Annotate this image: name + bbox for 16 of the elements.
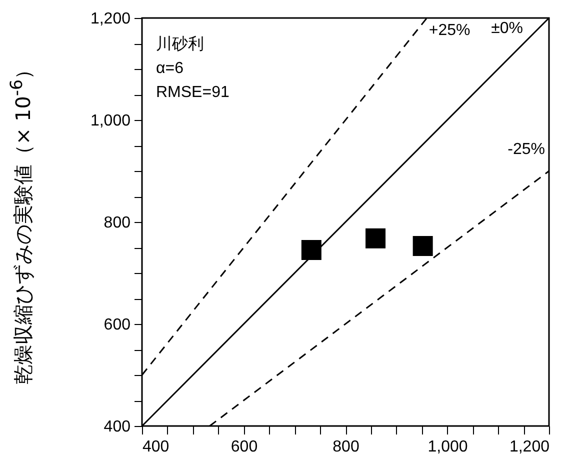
y-tick-label: 600 [104,316,131,334]
annotation: 川砂利 [156,35,204,53]
series-label: -25% [508,141,545,158]
x-tick-label: 600 [230,438,258,456]
annotation: RMSE=91 [156,84,230,101]
series-label: ±0% [491,20,523,37]
series-label: +25% [428,22,470,39]
x-tick-label: 1,000 [428,438,468,456]
y-tick-label: 400 [104,418,131,436]
x-tick-label: 1,200 [509,438,550,456]
y-tick-label: 800 [104,214,131,232]
annotation: α=6 [156,60,184,77]
y-tick-label: 1,000 [90,112,131,130]
x-tick-label: 400 [142,438,170,456]
y-tick-label: 1,200 [90,10,131,28]
x-tick-label: 800 [332,438,360,456]
